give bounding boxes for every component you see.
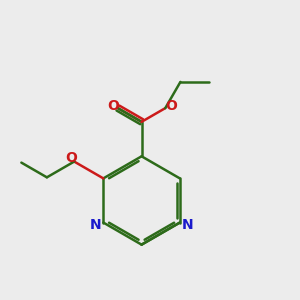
Text: O: O: [165, 99, 177, 113]
Text: O: O: [65, 151, 77, 165]
Text: O: O: [107, 99, 119, 113]
Text: N: N: [90, 218, 102, 232]
Text: N: N: [182, 218, 193, 232]
